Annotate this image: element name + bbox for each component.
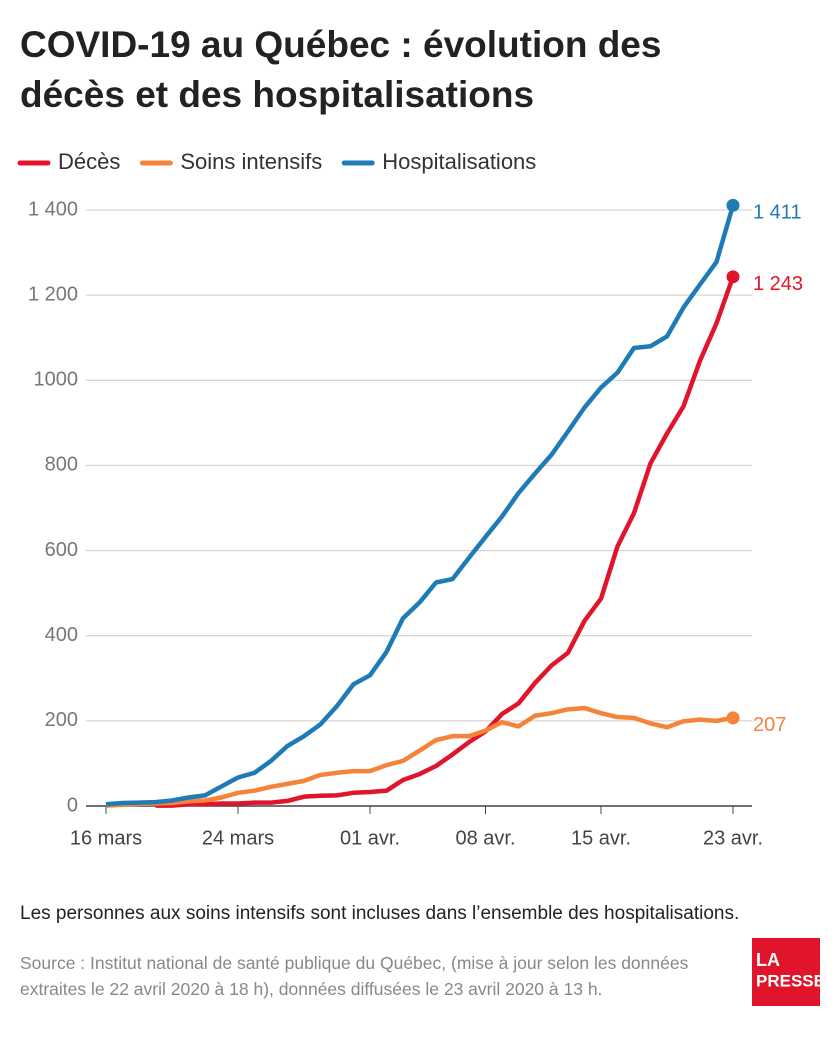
y-tick-label: 400 bbox=[45, 624, 78, 646]
y-tick-label: 200 bbox=[45, 709, 78, 731]
end-dot bbox=[726, 270, 740, 284]
series-line bbox=[155, 276, 736, 808]
y-tick-label: 1000 bbox=[34, 369, 79, 391]
end-dot bbox=[726, 711, 740, 725]
source-line: extraites le 22 avril 2020 à 18 h), donn… bbox=[20, 979, 602, 999]
logo-text: LA bbox=[756, 950, 780, 970]
legend-label: Hospitalisations bbox=[382, 149, 536, 174]
end-label: 1 411 bbox=[753, 202, 802, 224]
x-tick-label: 24 mars bbox=[202, 827, 274, 849]
logo-box bbox=[752, 938, 820, 1006]
y-tick-label: 1 200 bbox=[28, 283, 78, 305]
y-tick-label: 800 bbox=[45, 454, 78, 476]
x-tick-label: 15 avr. bbox=[571, 827, 631, 849]
legend-label: Soins intensifs bbox=[180, 149, 322, 174]
series-line bbox=[105, 705, 734, 808]
x-tick-label: 16 mars bbox=[70, 827, 142, 849]
series-line bbox=[105, 204, 736, 807]
y-tick-label: 0 bbox=[67, 794, 78, 816]
end-label: 1 243 bbox=[753, 273, 803, 295]
end-dot bbox=[726, 198, 740, 212]
x-tick-label: 23 avr. bbox=[703, 827, 763, 849]
source: Source : Institut national de santé publ… bbox=[20, 953, 689, 999]
y-tick-label: 1 400 bbox=[28, 198, 78, 220]
x-tick-label: 01 avr. bbox=[340, 827, 400, 849]
x-tick-label: 08 avr. bbox=[455, 827, 515, 849]
title-line: décès et des hospitalisations bbox=[20, 74, 534, 115]
y-tick-label: 600 bbox=[45, 539, 78, 561]
legend-label: Décès bbox=[58, 149, 120, 174]
logo-text: PRESSE bbox=[756, 971, 825, 990]
chart-title: COVID-19 au Québec : évolution des décès … bbox=[20, 24, 661, 115]
end-label: 207 bbox=[753, 714, 786, 736]
title-line: COVID-19 au Québec : évolution des bbox=[20, 24, 661, 65]
note: Les personnes aux soins intensifs sont i… bbox=[20, 903, 739, 924]
source-line: Source : Institut national de santé publ… bbox=[20, 953, 689, 973]
